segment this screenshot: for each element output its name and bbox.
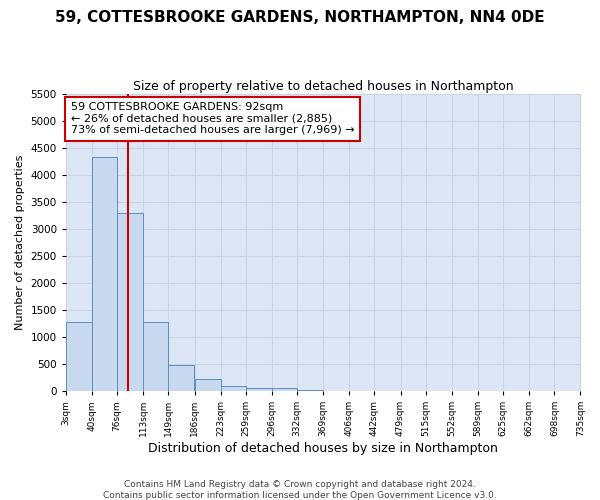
Bar xyxy=(143,322,169,391)
Text: Contains HM Land Registry data © Crown copyright and database right 2024.
Contai: Contains HM Land Registry data © Crown c… xyxy=(103,480,497,500)
Y-axis label: Number of detached properties: Number of detached properties xyxy=(15,155,25,330)
Bar xyxy=(246,388,272,391)
Bar xyxy=(323,390,349,391)
Bar xyxy=(66,322,92,391)
Text: 59 COTTESBROOKE GARDENS: 92sqm
← 26% of detached houses are smaller (2,885)
73% : 59 COTTESBROOKE GARDENS: 92sqm ← 26% of … xyxy=(71,102,355,136)
X-axis label: Distribution of detached houses by size in Northampton: Distribution of detached houses by size … xyxy=(148,442,498,455)
Bar xyxy=(117,213,143,391)
Bar xyxy=(297,390,323,391)
Bar xyxy=(194,380,221,391)
Bar xyxy=(92,158,117,391)
Title: Size of property relative to detached houses in Northampton: Size of property relative to detached ho… xyxy=(133,80,514,93)
Text: 59, COTTESBROOKE GARDENS, NORTHAMPTON, NN4 0DE: 59, COTTESBROOKE GARDENS, NORTHAMPTON, N… xyxy=(55,10,545,25)
Bar xyxy=(221,386,246,391)
Bar xyxy=(272,388,297,391)
Bar xyxy=(169,365,194,391)
